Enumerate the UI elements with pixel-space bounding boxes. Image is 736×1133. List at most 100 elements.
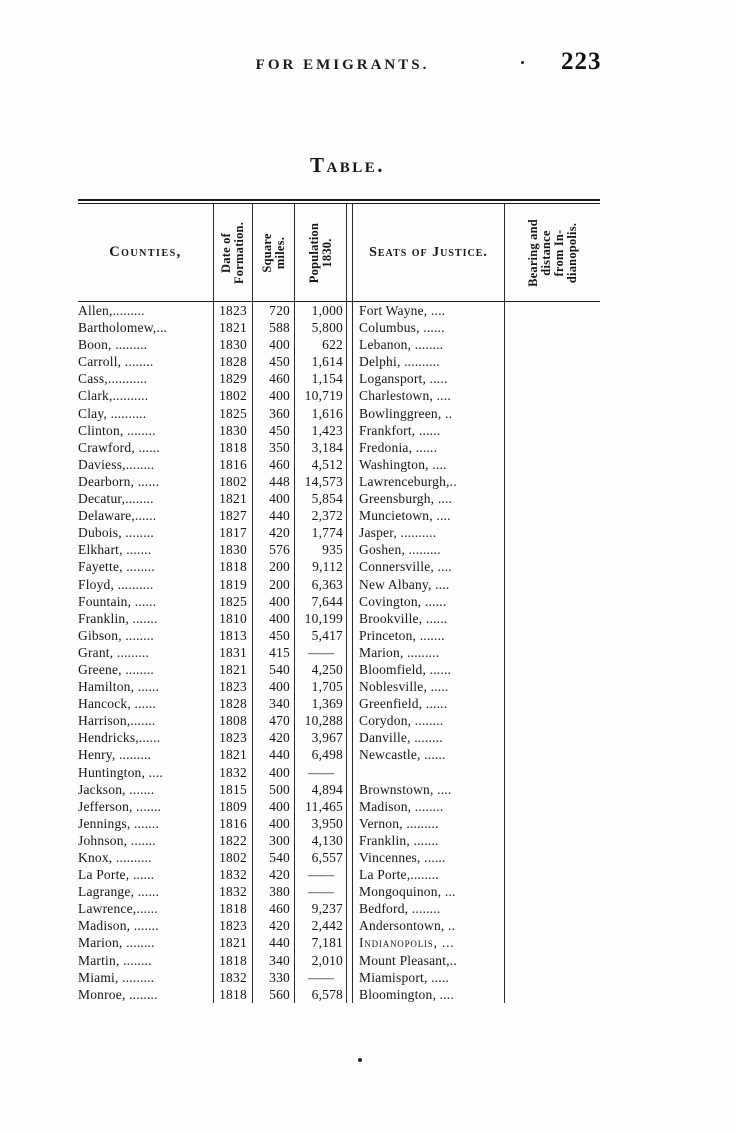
table-row: Gibson, ........ 1813 450 5,417 Princeton, .…	[78, 626, 600, 644]
seat-cell: La Porte,........	[353, 866, 505, 884]
date-cell: 1816	[214, 814, 253, 832]
table-row: Jennings, ....... 1816 400 3,950 Vernon, ...…	[78, 814, 600, 832]
sqmi-cell: 448	[253, 472, 295, 491]
county-cell: Franklin, .......	[78, 609, 214, 627]
seat-cell: Corydon, ........	[353, 712, 505, 730]
sqmi-cell: 415	[253, 643, 295, 661]
header-population-1830: Population 1830.	[295, 204, 347, 301]
bearing-cell	[505, 934, 600, 951]
date-cell: 1830	[214, 541, 253, 559]
table-row: Johnson, ....... 1822 300 4,130 Franklin, ..…	[78, 831, 600, 849]
sqmi-cell: 300	[253, 831, 295, 849]
pop-cell: 4,512	[295, 455, 347, 473]
seat-cell: Logansport, .....	[353, 370, 505, 388]
date-cell: 1825	[214, 592, 253, 610]
column-rule-spacer	[347, 421, 353, 439]
county-cell: Grant, .........	[78, 643, 214, 661]
date-cell: 1809	[214, 797, 253, 815]
county-cell: Knox, ..........	[78, 849, 214, 867]
sqmi-cell: 420	[253, 917, 295, 935]
pop-cell: 3,967	[295, 729, 347, 747]
header-bearing-distance: Bearing and distance from In- dianopolis…	[525, 218, 579, 287]
column-rule-spacer	[347, 985, 353, 1003]
sqmi-cell: 440	[253, 746, 295, 764]
bearing-cell	[505, 319, 600, 336]
column-rule-spacer	[347, 917, 353, 935]
bearing-cell	[505, 764, 600, 781]
county-cell: Decatur,........	[78, 490, 214, 508]
sqmi-cell: 400	[253, 678, 295, 696]
column-rule-spacer	[347, 746, 353, 764]
county-cell: Floyd, ..........	[78, 575, 214, 593]
pop-cell: ——	[295, 883, 347, 901]
sqmi-cell: 460	[253, 370, 295, 388]
county-cell: Cass,...........	[78, 370, 214, 388]
sqmi-cell: 440	[253, 507, 295, 525]
date-cell: 1819	[214, 575, 253, 593]
seat-cell: Miamisport, .....	[353, 968, 505, 986]
county-cell: Boon, .........	[78, 336, 214, 354]
bearing-cell	[505, 883, 600, 900]
table-row: Franklin, ....... 1810 400 10,199 Brookville…	[78, 609, 600, 627]
bearing-cell	[505, 695, 600, 712]
bearing-cell	[505, 593, 600, 610]
county-cell: Marion, ........	[78, 934, 214, 952]
seat-cell: Vernon, .........	[353, 814, 505, 832]
table-row: Knox, .......... 1802 540 6,557 Vincennes, .…	[78, 849, 600, 867]
seat-cell: Lebanon, ........	[353, 336, 505, 354]
table-row: Harrison,....... 1808 470 10,288 Corydon, ..…	[78, 712, 600, 730]
county-cell: Johnson, .......	[78, 831, 214, 849]
header-seats-of-justice: Seats of Justice.	[353, 204, 505, 301]
seat-cell: Bowlinggreen, ..	[353, 404, 505, 422]
column-rule-spacer	[347, 797, 353, 815]
county-cell: Daviess,........	[78, 455, 214, 473]
pop-cell: 10,199	[295, 609, 347, 627]
pop-cell: 5,854	[295, 490, 347, 508]
column-rule-spacer	[347, 507, 353, 525]
column-rule-spacer	[347, 626, 353, 644]
seat-cell: Charlestown, ....	[353, 387, 505, 405]
county-cell: Lawrence,......	[78, 900, 214, 918]
column-rule-spacer	[347, 763, 353, 781]
sqmi-cell: 420	[253, 729, 295, 747]
sqmi-cell: 340	[253, 695, 295, 713]
bearing-cell	[505, 644, 600, 661]
seat-cell: Frankfort, ......	[353, 421, 505, 439]
sqmi-cell: 200	[253, 575, 295, 593]
table-row: Floyd, .......... 1819 200 6,363 New Albany,…	[78, 575, 600, 593]
table-row: Lawrence,...... 1818 460 9,237 Bedford, ....…	[78, 900, 600, 918]
county-cell: Allen,.........	[78, 302, 214, 320]
county-cell: Crawford, ......	[78, 438, 214, 456]
bearing-cell	[505, 729, 600, 746]
table-row: Dubois, ........ 1817 420 1,774 Jasper, ....…	[78, 524, 600, 542]
pop-cell: 1,423	[295, 421, 347, 439]
date-cell: 1828	[214, 353, 253, 371]
date-cell: 1823	[214, 917, 253, 935]
column-rule-spacer	[347, 438, 353, 456]
table-row: Allen,......... 1823 720 1,000 Fort Wayne, .…	[78, 302, 600, 320]
county-cell: La Porte, ......	[78, 866, 214, 884]
date-cell: 1813	[214, 626, 253, 644]
table-row: Fountain, ...... 1825 400 7,644 Covington, .…	[78, 592, 600, 610]
seat-cell: Fort Wayne, ....	[353, 302, 505, 320]
county-cell: Henry, .........	[78, 746, 214, 764]
date-cell: 1821	[214, 490, 253, 508]
date-cell: 1818	[214, 438, 253, 456]
pop-cell: 1,614	[295, 353, 347, 371]
pop-cell: ——	[295, 866, 347, 884]
date-cell: 1825	[214, 404, 253, 422]
sqmi-cell: 350	[253, 438, 295, 456]
table-rows: Allen,......... 1823 720 1,000 Fort Wayne, .…	[78, 302, 600, 1003]
sqmi-cell: 460	[253, 455, 295, 473]
sqmi-cell: 400	[253, 814, 295, 832]
sqmi-cell: 588	[253, 319, 295, 337]
county-cell: Jefferson, .......	[78, 797, 214, 815]
seat-cell: Mount Pleasant,..	[353, 951, 505, 969]
pop-cell: 4,130	[295, 831, 347, 849]
bearing-cell	[505, 473, 600, 490]
header-square-miles: Square miles.	[253, 204, 295, 301]
county-cell: Lagrange, ......	[78, 883, 214, 901]
seat-cell: Brownstown, ....	[353, 780, 505, 798]
table-row: Boon, ......... 1830 400 622 Lebanon, ......…	[78, 336, 600, 354]
column-rule-spacer	[347, 524, 353, 542]
